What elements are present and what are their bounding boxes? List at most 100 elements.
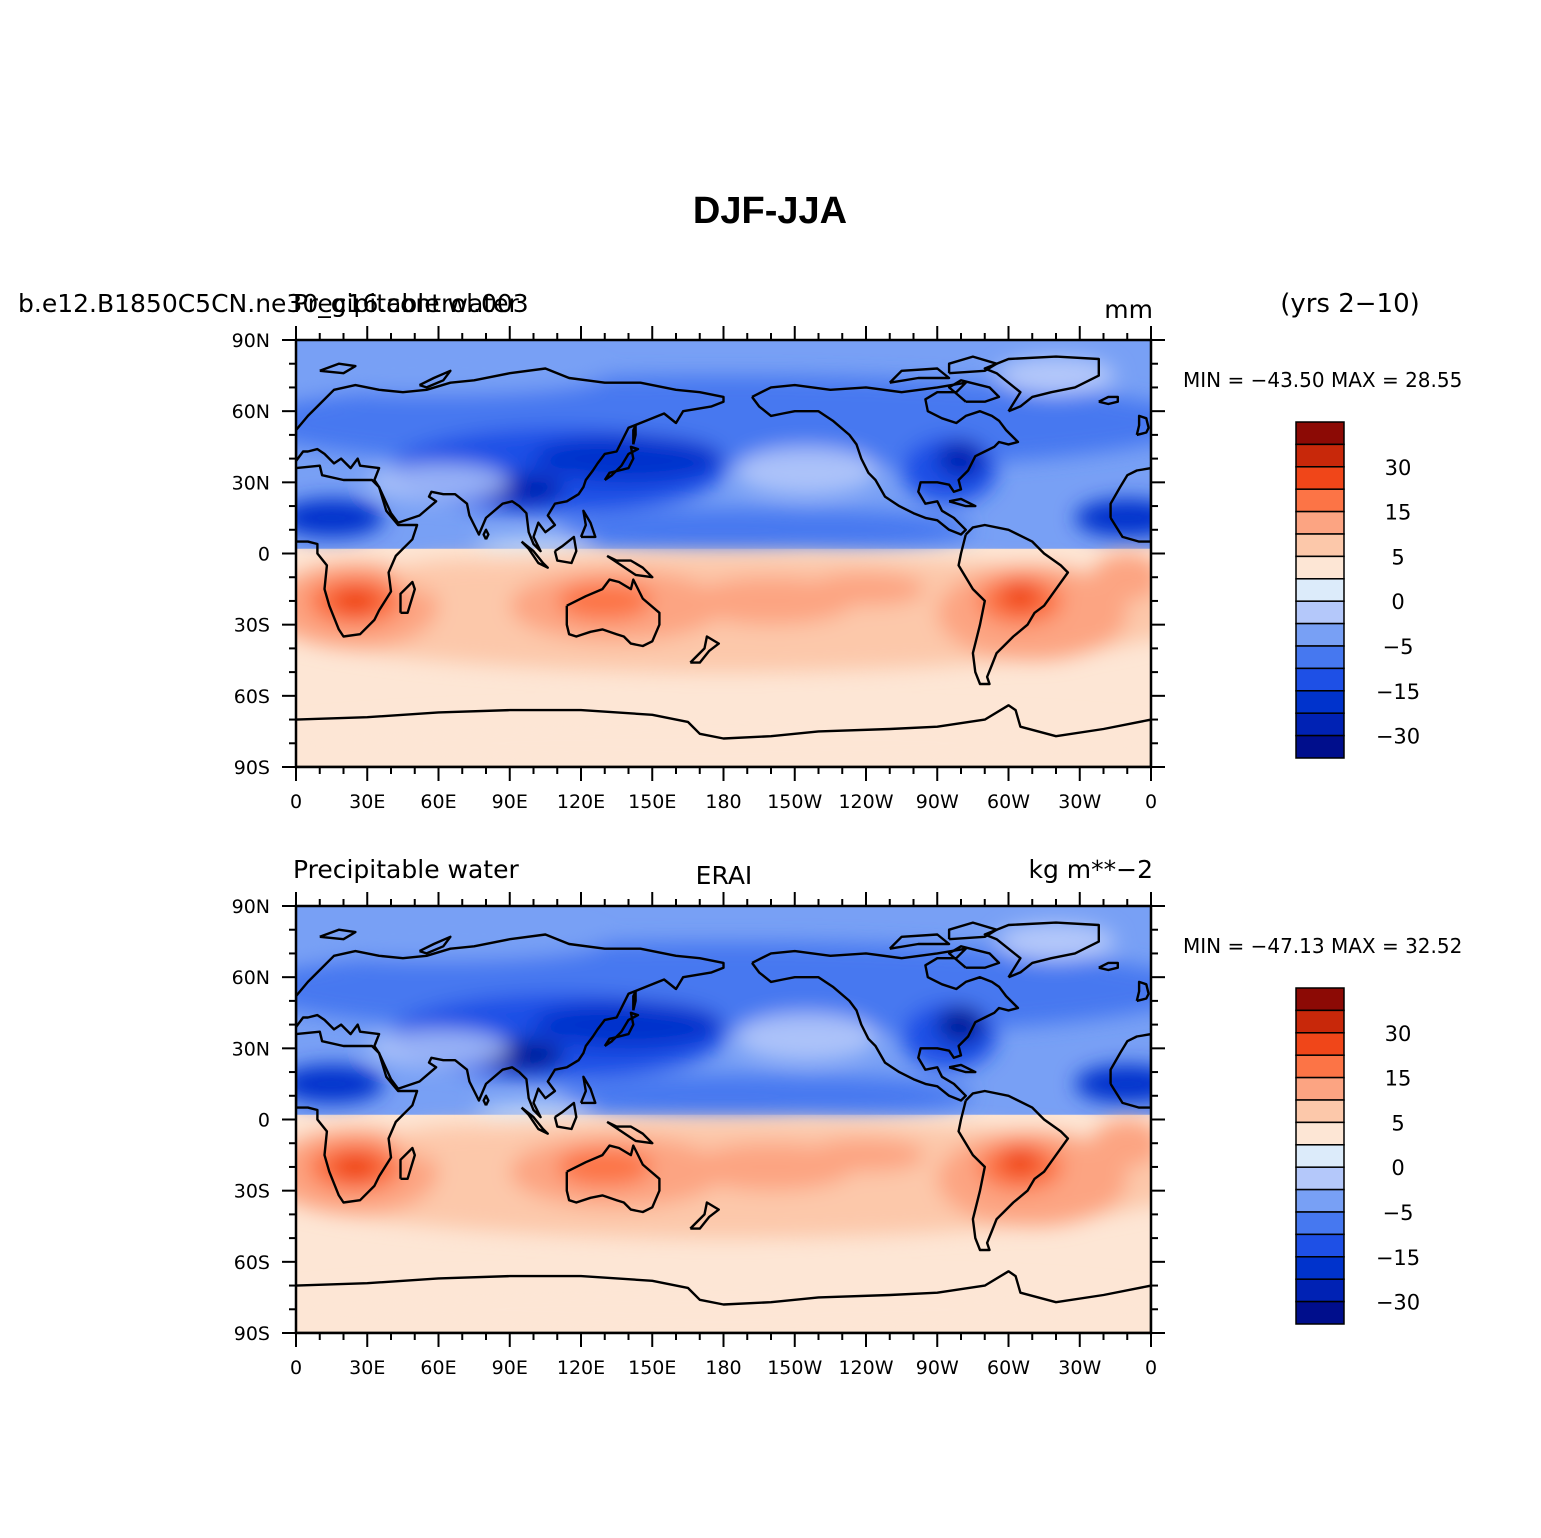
colorbar-swatch-1-13 (1295, 1278, 1345, 1303)
colorbar-swatch-1-12 (1295, 1256, 1345, 1280)
colorbar-swatch-1-9 (1295, 1188, 1345, 1213)
panel-model-stats: MIN = −43.50 MAX = 28.55 (1183, 368, 1462, 392)
panel-model-field (296, 340, 1151, 767)
colorbar-label-0-6: −30 (1376, 725, 1420, 749)
panel-model-years: (yrs 2−10) (1280, 289, 1420, 319)
colorbar-label-0-4: −5 (1383, 635, 1414, 659)
colorbar-label-1-2: 5 (1391, 1111, 1404, 1135)
colorbar-label-0-3: 0 (1391, 590, 1404, 614)
panel-obs-units: kg m**−2 (1029, 855, 1154, 884)
lat-tick-label-0-0: 90N (232, 330, 270, 352)
panel-obs-stats: MIN = −47.13 MAX = 32.52 (1183, 934, 1462, 958)
panel-model-left-label-overlay: Precipitable water (293, 289, 519, 318)
lon-tick-label-1-9: 90W (916, 1357, 959, 1379)
lon-tick-label-0-6: 180 (705, 791, 741, 813)
colorbar-swatch-1-5 (1295, 1099, 1345, 1124)
panel-obs-colorbar: 30 15 5 0 −5 −15 −30 (1295, 987, 1420, 1325)
colorbar-swatch-0-0 (1295, 421, 1345, 446)
colorbar-swatch-1-14 (1295, 1300, 1345, 1325)
lon-tick-label-1-0: 0 (290, 1357, 302, 1379)
lat-tick-label-0-3: 0 (258, 544, 270, 566)
lon-tick-label-1-4: 120E (557, 1357, 605, 1379)
colorbar-swatch-1-4 (1295, 1076, 1345, 1101)
lon-tick-label-1-8: 120W (838, 1357, 893, 1379)
lon-tick-label-0-2: 60E (420, 791, 456, 813)
lat-tick-label-0-5: 60S (234, 686, 270, 708)
colorbar-label-0-0: 30 (1385, 456, 1412, 480)
lon-tick-label-1-1: 30E (349, 1357, 385, 1379)
panel-model-left-label: b.e12.B1850C5CN.ne30_g16.control.003 (18, 289, 529, 318)
lat-tick-label-1-3: 0 (258, 1110, 270, 1132)
colorbar-swatch-0-3 (1295, 488, 1345, 513)
panel-obs-left-label: Precipitable water (293, 855, 519, 884)
lat-tick-label-1-5: 60S (234, 1252, 270, 1274)
figure-title: DJF-JJA (693, 190, 847, 232)
lon-tick-label-0-12: 0 (1145, 791, 1157, 813)
lon-tick-label-1-10: 60W (987, 1357, 1030, 1379)
colorbar-label-1-6: −30 (1376, 1291, 1420, 1315)
colorbar-swatch-0-7 (1295, 578, 1345, 602)
panel-model: b.e12.B1850C5CN.ne30_g16.control.003 Pre… (18, 289, 1462, 813)
lat-tick-label-1-6: 90S (234, 1323, 270, 1345)
lat-tick-label-0-4: 30S (234, 615, 270, 637)
colorbar-swatch-0-9 (1295, 622, 1345, 647)
colorbar-label-1-3: 0 (1391, 1156, 1404, 1180)
colorbar-swatch-0-1 (1295, 443, 1345, 468)
colorbar-swatch-0-11 (1295, 667, 1345, 692)
lat-tick-label-1-1: 60N (232, 967, 270, 989)
panel-obs: Precipitable water ERAI kg m**−2 MIN = −… (232, 855, 1463, 1379)
panel-model-map (296, 340, 1151, 767)
panel-obs-map (296, 906, 1151, 1333)
lat-tick-label-0-1: 60N (232, 401, 270, 423)
lon-tick-label-0-4: 120E (557, 791, 605, 813)
colorbar-swatch-0-2 (1295, 466, 1345, 490)
colorbar-swatch-0-13 (1295, 712, 1345, 737)
colorbar-swatch-0-12 (1295, 690, 1345, 714)
lat-tick-label-0-6: 90S (234, 757, 270, 779)
colorbar-swatch-0-5 (1295, 533, 1345, 558)
colorbar-label-1-1: 15 (1385, 1067, 1412, 1091)
lon-tick-label-0-3: 90E (492, 791, 528, 813)
colorbar-label-1-0: 30 (1385, 1022, 1412, 1046)
panel-obs-coastlines (296, 921, 1151, 1333)
colorbar-label-0-5: −15 (1376, 680, 1420, 704)
colorbar-swatch-0-4 (1295, 510, 1345, 535)
panel-obs-center-label: ERAI (696, 861, 753, 890)
lon-tick-label-0-8: 120W (838, 791, 893, 813)
colorbar-swatch-1-7 (1295, 1144, 1345, 1168)
panel-model-coastlines (296, 355, 1151, 767)
lat-tick-label-1-2: 30N (232, 1038, 270, 1060)
lon-tick-label-0-0: 0 (290, 791, 302, 813)
colorbar-label-0-1: 15 (1385, 501, 1412, 525)
lat-tick-label-0-2: 30N (232, 472, 270, 494)
lon-tick-label-1-11: 30W (1058, 1357, 1101, 1379)
lon-tick-label-1-12: 0 (1145, 1357, 1157, 1379)
colorbar-swatch-0-6 (1295, 555, 1345, 580)
lon-tick-label-1-2: 60E (420, 1357, 456, 1379)
colorbar-swatch-0-8 (1295, 600, 1345, 625)
colorbar-swatch-1-3 (1295, 1054, 1345, 1079)
colorbar-label-1-5: −15 (1376, 1246, 1420, 1270)
lon-tick-label-0-9: 90W (916, 791, 959, 813)
colorbar-label-1-4: −5 (1383, 1201, 1414, 1225)
colorbar-label-0-2: 5 (1391, 545, 1404, 569)
lon-tick-label-0-7: 150W (767, 791, 822, 813)
panel-model-units: mm (1104, 295, 1153, 324)
panel-model-colorbar: 30 15 5 0 −5 −15 −30 (1295, 421, 1420, 759)
colorbar-swatch-1-6 (1295, 1121, 1345, 1146)
lat-tick-label-1-4: 30S (234, 1181, 270, 1203)
colorbar-swatch-0-10 (1295, 645, 1345, 670)
colorbar-swatch-1-8 (1295, 1166, 1345, 1191)
lon-tick-label-0-1: 30E (349, 791, 385, 813)
lon-tick-label-0-5: 150E (628, 791, 676, 813)
colorbar-swatch-1-10 (1295, 1211, 1345, 1236)
panel-obs-field (296, 906, 1151, 1333)
lon-tick-label-1-7: 150W (767, 1357, 822, 1379)
colorbar-swatch-1-11 (1295, 1233, 1345, 1258)
lon-tick-label-0-10: 60W (987, 791, 1030, 813)
lon-tick-label-1-6: 180 (705, 1357, 741, 1379)
colorbar-swatch-1-0 (1295, 987, 1345, 1012)
colorbar-swatch-1-2 (1295, 1032, 1345, 1056)
colorbar-swatch-1-1 (1295, 1009, 1345, 1034)
